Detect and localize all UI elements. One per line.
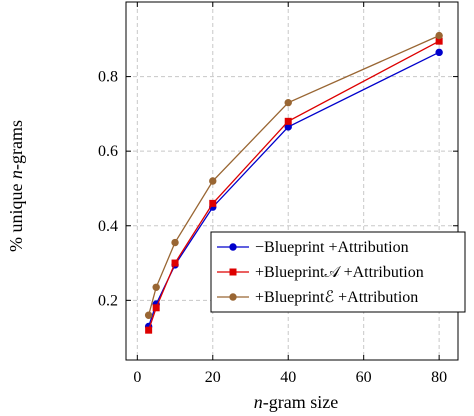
axis-ticks: 0 20 40 60 80 0.2 0.4 0.6 0.8 [98,2,458,386]
data-point [171,238,179,247]
data-point [435,48,443,57]
y-tick-label: 0.2 [98,292,118,309]
data-point [171,259,179,267]
legend-label: −Blueprint +Attribution [255,239,409,256]
data-point [152,283,160,291]
legend-marker [229,293,237,301]
legend-entry: −Blueprint +Attribution [217,239,409,256]
x-tick-label: 40 [280,369,296,386]
series-2 [145,37,443,334]
data-point [435,31,443,40]
legend-label: +Blueprintℰ +Attribution [255,289,418,306]
y-tick-label: 0.6 [98,143,118,160]
legend-entry: +Blueprintℰ +Attribution [217,289,418,306]
x-tick-label: 60 [356,369,372,386]
data-point [144,311,153,319]
y-axis-label: % unique n-grams [6,120,26,252]
legend-marker [229,243,237,251]
series-line [147,35,440,316]
x-tick-label: 0 [133,369,141,386]
legend: −Blueprint +Attribution +Blueprint𝒜 +Attr… [210,231,466,313]
data-point [152,304,160,312]
data-point [209,177,217,185]
legend-box [210,231,466,313]
series-group [144,31,443,334]
legend-entry: +Blueprint𝒜 +Attribution [217,264,424,281]
legend-label: +Blueprint𝒜 +Attribution [255,264,424,281]
legend-marker [229,268,237,276]
data-point [145,326,153,334]
data-point [435,37,443,45]
x-tick-label: 20 [205,369,221,386]
series-line [147,40,440,331]
x-tick-label: 80 [431,369,447,386]
y-tick-label: 0.4 [98,218,118,235]
plot-area [125,1,459,361]
x-axis-label: n-gram size [254,392,338,412]
y-tick-label: 0.8 [98,69,118,86]
data-point [284,123,292,131]
series-3 [144,31,443,319]
data-point [284,98,292,107]
data-point [284,117,292,125]
data-point [209,199,217,207]
